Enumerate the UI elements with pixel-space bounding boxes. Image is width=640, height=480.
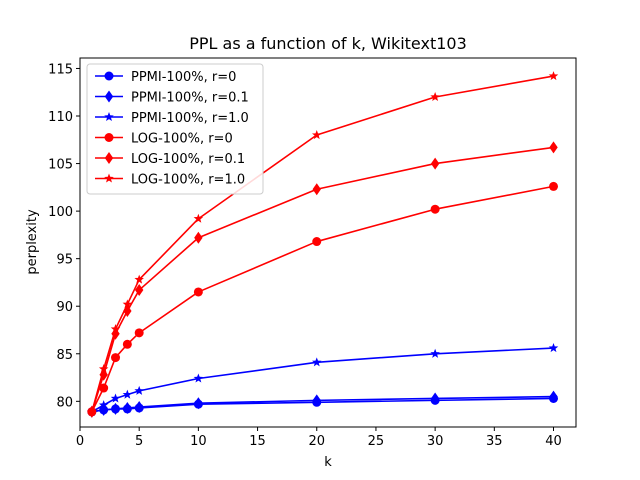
x-tick-label: 25 <box>368 434 385 449</box>
y-tick-label: 95 <box>56 253 73 268</box>
data-point <box>98 400 109 410</box>
data-point <box>430 91 440 102</box>
legend-marker <box>104 133 114 142</box>
y-tick-label: 110 <box>48 110 73 125</box>
legend-frame <box>86 63 264 195</box>
x-tick-label: 10 <box>190 434 207 449</box>
legend-item: PPMI-100%, r=1.0 <box>95 111 249 126</box>
data-point <box>134 401 144 414</box>
legend-marker <box>104 173 114 183</box>
legend-marker <box>104 152 114 164</box>
data-point <box>110 324 121 334</box>
data-point <box>549 141 558 154</box>
data-point <box>430 348 440 358</box>
data-point <box>98 363 109 374</box>
data-point <box>122 299 133 309</box>
data-point <box>87 406 97 416</box>
data-point <box>193 287 203 297</box>
data-point <box>430 392 440 405</box>
data-point <box>122 389 133 399</box>
series-layer <box>87 71 559 418</box>
y-tick-label: 105 <box>48 158 73 173</box>
data-point <box>548 71 559 81</box>
data-point <box>312 183 321 196</box>
data-point <box>111 402 120 415</box>
x-tick-label: 0 <box>76 434 84 449</box>
data-point <box>134 328 144 338</box>
legend-item: LOG-100%, r=1.0 <box>95 173 245 188</box>
y-axis-label: perplexity <box>25 209 40 275</box>
legend-marker <box>104 71 114 81</box>
data-point <box>110 393 121 403</box>
legend-item: PPMI-100%, r=0.1 <box>95 90 249 106</box>
legend: PPMI-100%, r=0 PPMI-100%, r=0.1 PPMI-100%,… <box>86 63 264 195</box>
legend-marker <box>104 90 114 103</box>
data-point <box>312 130 322 140</box>
data-point <box>111 353 121 363</box>
data-point <box>312 394 321 407</box>
x-axis-label: k <box>324 455 332 470</box>
x-tick-label: 20 <box>308 434 325 449</box>
legend-item: LOG-100%, r=0.1 <box>95 152 245 167</box>
data-point <box>430 204 440 214</box>
data-point <box>312 237 322 247</box>
data-point <box>193 373 204 383</box>
data-point <box>549 181 559 191</box>
data-point <box>430 157 440 170</box>
y-tick-label: 90 <box>56 300 73 315</box>
y-tick-label: 100 <box>48 205 73 220</box>
x-tick-label: 15 <box>249 434 266 449</box>
plot-frame <box>79 57 577 428</box>
series-5 <box>87 71 559 416</box>
legend-label: LOG-100%, r=0 <box>131 132 233 147</box>
legend-marker <box>104 112 114 122</box>
data-point <box>549 390 558 403</box>
legend-label: LOG-100%, r=0.1 <box>131 152 245 167</box>
y-axis: 80 85 90 95 100 105 110 115 <box>48 62 80 410</box>
legend-item: PPMI-100%, r=0 <box>95 70 236 85</box>
data-point <box>194 231 203 244</box>
series-2 <box>87 343 559 416</box>
x-tick-label: 40 <box>545 434 562 449</box>
legend-label: PPMI-100%, r=1.0 <box>131 111 249 126</box>
chart-title: PPL as a function of k, Wikitext103 <box>189 34 467 53</box>
x-tick-label: 35 <box>486 434 503 449</box>
y-tick-label: 85 <box>56 348 73 363</box>
x-tick-label: 30 <box>427 434 444 449</box>
data-point <box>123 401 132 414</box>
y-tick-label: 115 <box>48 62 73 77</box>
legend-label: PPMI-100%, r=0.1 <box>131 91 249 106</box>
data-point <box>312 357 322 367</box>
legend-label: LOG-100%, r=1.0 <box>131 173 245 188</box>
data-point <box>548 343 559 353</box>
data-point <box>122 339 132 349</box>
y-tick-label: 80 <box>56 395 73 410</box>
data-point <box>134 284 144 297</box>
legend-item: LOG-100%, r=0 <box>95 132 233 147</box>
data-point <box>134 385 144 395</box>
data-point <box>99 383 109 393</box>
data-point <box>193 213 204 223</box>
legend-label: PPMI-100%, r=0 <box>131 70 236 85</box>
data-point <box>134 274 144 284</box>
series-4 <box>87 141 558 418</box>
x-axis: 0 5 10 15 20 25 30 35 40 <box>76 427 562 449</box>
data-point <box>194 397 203 410</box>
x-tick-label: 5 <box>135 434 143 449</box>
